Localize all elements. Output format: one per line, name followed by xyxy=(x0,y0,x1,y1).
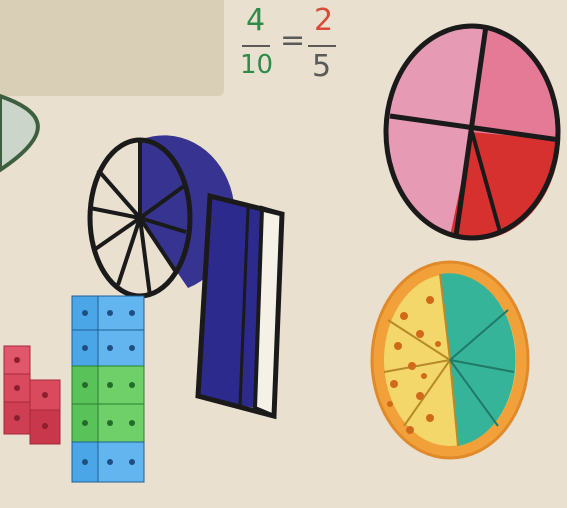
fraction-right-denominator: 5 xyxy=(312,49,332,84)
fraction-left-denominator: 10 xyxy=(240,50,274,80)
fraction-equals-sign: = xyxy=(280,23,306,58)
edge-object xyxy=(0,93,40,173)
pie-circle-pink-red xyxy=(383,23,561,241)
linking-cubes-blue-green xyxy=(71,295,145,483)
pizza-circle-yellow-teal xyxy=(370,260,530,460)
fraction-left-numerator: 4 xyxy=(246,3,266,38)
fraction-right-numerator: 2 xyxy=(314,3,334,38)
bar-shape-blue xyxy=(195,192,285,420)
linking-cubes-pink xyxy=(3,345,61,445)
label-card xyxy=(0,0,224,96)
